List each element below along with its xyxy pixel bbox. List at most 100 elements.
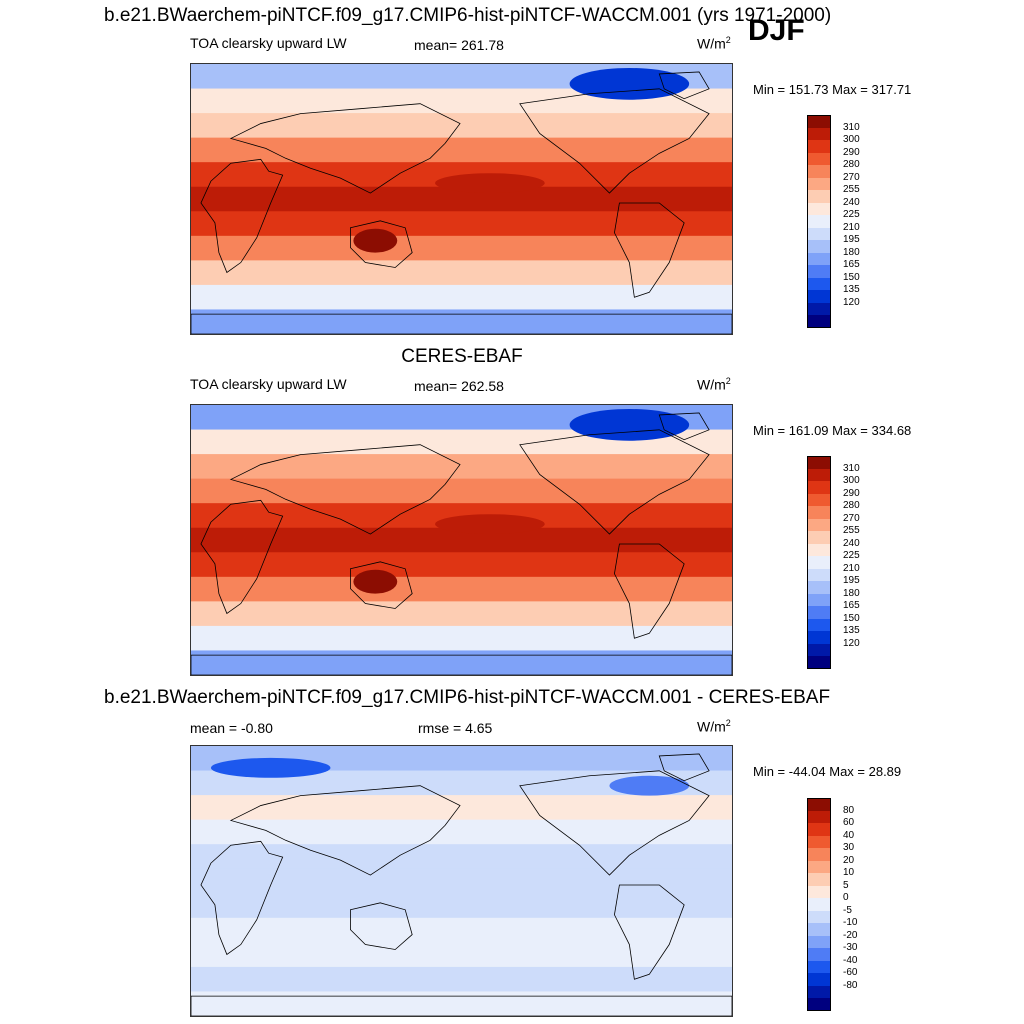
coastline — [229, 785, 461, 876]
colorbar-tick-label: 290 — [843, 146, 860, 158]
map-maximum-region — [435, 173, 545, 194]
colorbar-tick-label: -20 — [843, 929, 858, 941]
colorbar-swatch — [807, 215, 831, 229]
panel3-units: W/m2 — [697, 718, 731, 735]
colorbar-tick-label: 120 — [843, 296, 860, 308]
colorbar-tick-label: 280 — [843, 159, 860, 171]
map-minimum-region — [609, 775, 690, 796]
colorbar-swatch — [807, 227, 831, 241]
colorbar-swatch — [807, 656, 831, 670]
colorbar-tick-label: -40 — [843, 954, 858, 966]
coastline — [519, 88, 710, 194]
colorbar-tick-label: 270 — [843, 512, 860, 524]
colorbar-swatch — [807, 960, 831, 974]
colorbar-tick-label: 150 — [843, 271, 860, 283]
coastline — [614, 202, 685, 298]
colorbar-tick-label: -5 — [843, 904, 852, 916]
map-band — [191, 454, 732, 480]
colorbar-swatch — [807, 543, 831, 557]
panel2-mean-label: mean= 262.58 — [414, 378, 504, 394]
map-band — [191, 552, 732, 578]
map-minimum-region — [569, 67, 690, 100]
colorbar-swatch — [807, 481, 831, 495]
colorbar-tick-label: 0 — [843, 892, 849, 904]
panel1-colorbar: 310 300 290 280 270 255 240 225 210 195 180 165 150 1… — [807, 115, 860, 329]
map-maximum-region — [353, 228, 398, 253]
map-band — [191, 650, 732, 675]
colorbar-swatch — [807, 568, 831, 582]
colorbar-swatch — [807, 556, 831, 570]
panel1-map — [190, 63, 733, 335]
colorbar-tick-label: 310 — [843, 462, 860, 474]
coastline — [658, 753, 710, 782]
map-band — [191, 309, 732, 334]
map-band — [191, 893, 732, 919]
colorbar-swatch — [807, 115, 831, 129]
colorbar-swatch — [807, 165, 831, 179]
coastline — [614, 884, 685, 980]
panel2-variable-label: TOA clearsky upward LW — [190, 376, 347, 392]
colorbar-tick-label: 240 — [843, 537, 860, 549]
colorbar-swatch — [807, 948, 831, 962]
colorbar-tick-label: 225 — [843, 209, 860, 221]
map-band — [191, 942, 732, 968]
colorbar-swatch — [807, 152, 831, 166]
colorbar-swatch — [807, 202, 831, 216]
obs-title: CERES-EBAF — [401, 346, 523, 367]
colorbar-swatch — [807, 290, 831, 304]
colorbar-tick-label: 180 — [843, 587, 860, 599]
colorbar-tick-label: 195 — [843, 234, 860, 246]
coastline — [191, 995, 732, 1016]
colorbar-tick-label: -60 — [843, 967, 858, 979]
coastline — [658, 412, 710, 441]
colorbar-swatch — [807, 848, 831, 862]
panel2-colorbar: 310 300 290 280 270 255 240 225 210 195 180 165 150 1… — [807, 456, 860, 670]
colorbar-tick-label: -80 — [843, 979, 858, 991]
colorbar-swatch — [807, 910, 831, 924]
difference-title: b.e21.BWaerchem-piNTCF.f09_g17.CMIP6-his… — [104, 687, 831, 708]
coastline — [614, 543, 685, 639]
colorbar-tick-label: 20 — [843, 854, 855, 866]
panel2-units: W/m2 — [697, 376, 731, 393]
colorbar-tick-label: 180 — [843, 246, 860, 258]
colorbar-swatch — [807, 998, 831, 1012]
colorbar-tick-label: 165 — [843, 259, 860, 271]
panel1-minmax: Min = 151.73 Max = 317.71 — [753, 82, 912, 97]
colorbar-swatch — [807, 606, 831, 620]
map-field — [191, 746, 732, 1016]
coastline — [191, 313, 732, 334]
colorbar-swatch — [807, 643, 831, 657]
colorbar-swatch — [807, 618, 831, 632]
colorbar-swatch — [807, 581, 831, 595]
colorbar-swatch — [807, 885, 831, 899]
panel3-map — [190, 745, 733, 1017]
coastline — [519, 770, 710, 876]
colorbar-tick-label: 120 — [843, 637, 860, 649]
colorbar-swatch — [807, 456, 831, 470]
colorbar-tick-label: 40 — [843, 829, 855, 841]
coastline — [200, 158, 284, 274]
colorbar-swatch — [807, 277, 831, 291]
colorbar-swatch — [807, 823, 831, 837]
colorbar-tick-label: 270 — [843, 171, 860, 183]
colorbar-tick-label: 165 — [843, 600, 860, 612]
colorbar-swatch — [807, 985, 831, 999]
colorbar-swatch — [807, 898, 831, 912]
colorbar-tick-label: 60 — [843, 817, 855, 829]
map-field — [191, 405, 732, 675]
colorbar-tick-label: -30 — [843, 942, 858, 954]
map-band — [191, 478, 732, 505]
colorbar-tick-label: 150 — [843, 612, 860, 624]
map-band — [191, 625, 732, 652]
colorbar-tick-label: 255 — [843, 184, 860, 196]
colorbar-tick-label: 300 — [843, 134, 860, 146]
map-minimum-region — [210, 757, 331, 778]
map-band — [191, 601, 732, 627]
colorbar-swatch — [807, 531, 831, 545]
coastline — [658, 71, 710, 100]
map-band — [191, 284, 732, 311]
colorbar-tick-label: 310 — [843, 121, 860, 133]
coastline — [229, 444, 461, 535]
colorbar-swatch — [807, 127, 831, 141]
map-band — [191, 235, 732, 262]
